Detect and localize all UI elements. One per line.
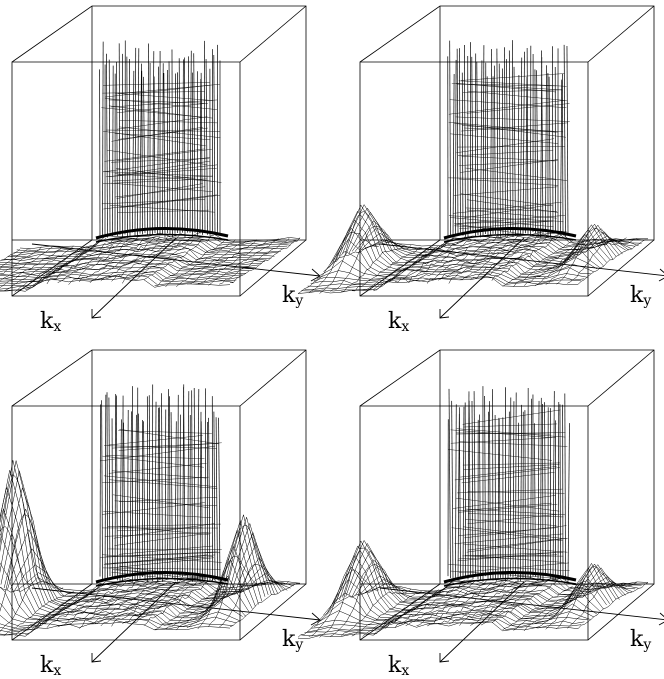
box-edge bbox=[239, 349, 307, 407]
axes bbox=[379, 581, 664, 663]
box-back bbox=[11, 5, 307, 241]
ky-label-main: k bbox=[282, 627, 296, 652]
box-edge bbox=[239, 5, 307, 63]
kx-label-sub: x bbox=[401, 319, 409, 335]
box-back bbox=[359, 349, 655, 585]
box-back bbox=[11, 349, 307, 585]
kx-label-main: k bbox=[40, 653, 54, 678]
ky-label: ky bbox=[630, 283, 651, 309]
bounding-box bbox=[359, 349, 655, 641]
surface-mesh bbox=[297, 539, 649, 639]
kx-label-main: k bbox=[388, 653, 402, 678]
kx-label: kx bbox=[40, 653, 61, 679]
ky-label: ky bbox=[282, 627, 303, 653]
kx-label-main: k bbox=[388, 309, 402, 334]
ky-label-sub: y bbox=[294, 637, 303, 653]
kx-axis bbox=[439, 581, 525, 663]
surface-mesh bbox=[0, 460, 301, 637]
ky-label-main: k bbox=[282, 283, 296, 308]
central-peak bbox=[95, 384, 229, 587]
central-peak bbox=[95, 40, 229, 243]
surface-mesh bbox=[297, 204, 649, 294]
ky-axis bbox=[379, 243, 664, 277]
ky-label-sub: y bbox=[642, 637, 651, 653]
kx-arrowhead bbox=[91, 653, 102, 663]
ky-axis bbox=[379, 587, 664, 621]
box-edge bbox=[587, 239, 655, 297]
ky-arrowhead bbox=[658, 612, 664, 626]
axes bbox=[31, 237, 321, 319]
kx-arrowhead bbox=[439, 653, 450, 663]
kx-axis bbox=[439, 237, 525, 319]
box-edge bbox=[587, 5, 655, 63]
ky-label-main: k bbox=[630, 627, 644, 652]
kx-label: kx bbox=[388, 653, 409, 679]
kx-label-sub: x bbox=[53, 319, 61, 335]
ky-label-sub: y bbox=[294, 293, 303, 309]
box-edge bbox=[587, 583, 655, 641]
central-peak bbox=[443, 386, 577, 587]
kx-arrowhead bbox=[91, 309, 102, 319]
ky-axis bbox=[31, 587, 321, 621]
ky-arrowhead bbox=[310, 268, 321, 282]
box-edge bbox=[239, 239, 307, 297]
ky-label-sub: y bbox=[642, 293, 651, 309]
box-edge bbox=[239, 583, 307, 641]
axes bbox=[379, 237, 664, 319]
kx-label-sub: x bbox=[401, 663, 409, 679]
ky-axis bbox=[31, 243, 321, 277]
ky-label: ky bbox=[630, 627, 651, 653]
surface-mesh bbox=[0, 230, 301, 293]
kx-label-main: k bbox=[40, 309, 54, 334]
kx-label-sub: x bbox=[53, 663, 61, 679]
kx-axis bbox=[91, 237, 177, 319]
ky-label-main: k bbox=[630, 283, 644, 308]
kx-arrowhead bbox=[439, 309, 450, 319]
central-peak bbox=[443, 40, 577, 243]
ky-arrowhead bbox=[658, 268, 664, 282]
box-edge bbox=[587, 349, 655, 407]
kx-label: kx bbox=[40, 309, 61, 335]
kx-axis bbox=[91, 581, 177, 663]
ky-label: ky bbox=[282, 283, 303, 309]
bounding-box bbox=[359, 5, 655, 297]
kx-label: kx bbox=[388, 309, 409, 335]
